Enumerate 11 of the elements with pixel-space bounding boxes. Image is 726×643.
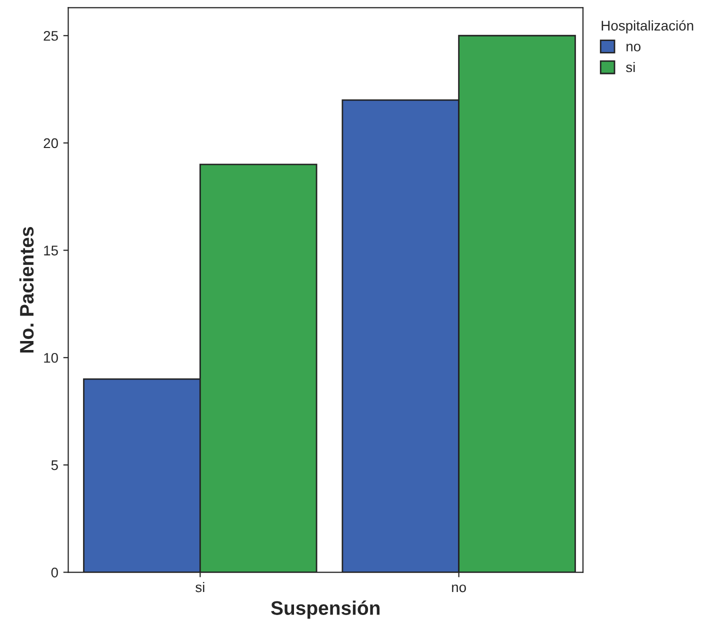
y-tick-label: 25 — [44, 30, 58, 41]
legend-label: no — [626, 44, 640, 52]
y-axis-title: No. Pacientes — [19, 227, 34, 352]
legend-label: si — [626, 62, 635, 72]
y-tick-label: 5 — [51, 460, 58, 470]
y-tick-label: 15 — [44, 246, 58, 256]
y-tick-label: 20 — [44, 138, 58, 148]
y-tick-label: 0 — [51, 568, 58, 578]
y-tick-label: 10 — [44, 352, 58, 363]
x-axis-title: Suspensión — [271, 600, 380, 619]
legend-title: Hospitalización — [602, 20, 694, 34]
